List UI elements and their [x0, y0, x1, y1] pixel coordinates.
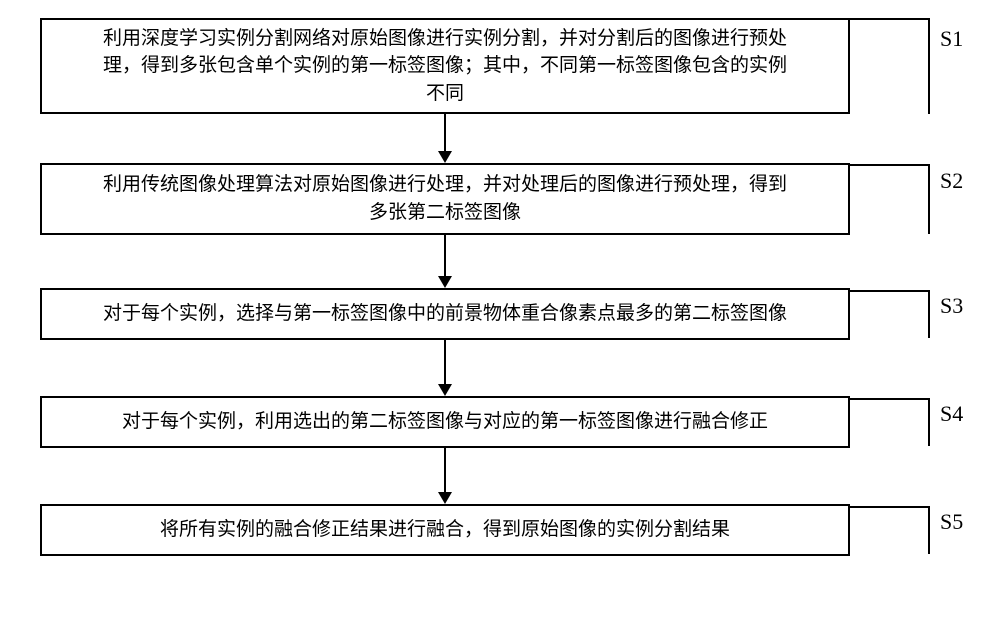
arrow-head-icon [438, 492, 452, 504]
arrow-line [444, 448, 446, 492]
flowchart-canvas: 利用深度学习实例分割网络对原始图像进行实例分割，并对分割后的图像进行预处 理，得… [0, 0, 1000, 625]
step-box-s1: 利用深度学习实例分割网络对原始图像进行实例分割，并对分割后的图像进行预处 理，得… [40, 18, 850, 114]
step-box-s2: 利用传统图像处理算法对原始图像进行处理，并对处理后的图像进行预处理，得到 多张第… [40, 163, 850, 235]
step-text: 不同 [426, 83, 464, 104]
step-box-s3: 对于每个实例，选择与第一标签图像中的前景物体重合像素点最多的第二标签图像 [40, 288, 850, 340]
arrow-line [444, 114, 446, 151]
step-box-s5: 将所有实例的融合修正结果进行融合，得到原始图像的实例分割结果 [40, 504, 850, 556]
arrow-head-icon [438, 276, 452, 288]
step-label-s4: S4 [940, 401, 963, 427]
step-brace-s2 [850, 164, 930, 234]
arrow-line [444, 235, 446, 276]
arrow-head-icon [438, 384, 452, 396]
step-text: 利用传统图像处理算法对原始图像进行处理，并对处理后的图像进行预处理，得到 [103, 174, 787, 195]
step-brace-s5 [850, 506, 930, 554]
step-label-s3: S3 [940, 293, 963, 319]
arrow-line [444, 340, 446, 384]
step-label-s2: S2 [940, 168, 963, 194]
step-brace-s3 [850, 290, 930, 338]
step-label-s5: S5 [940, 509, 963, 535]
step-text: 多张第二标签图像 [369, 202, 521, 223]
step-label-s1: S1 [940, 26, 963, 52]
step-box-s4: 对于每个实例，利用选出的第二标签图像与对应的第一标签图像进行融合修正 [40, 396, 850, 448]
step-text: 对于每个实例，选择与第一标签图像中的前景物体重合像素点最多的第二标签图像 [103, 303, 787, 324]
step-text: 利用深度学习实例分割网络对原始图像进行实例分割，并对分割后的图像进行预处 [103, 28, 787, 49]
arrow-head-icon [438, 151, 452, 163]
step-text: 将所有实例的融合修正结果进行融合，得到原始图像的实例分割结果 [160, 519, 730, 540]
step-text: 理，得到多张包含单个实例的第一标签图像；其中，不同第一标签图像包含的实例 [103, 55, 787, 76]
step-text: 对于每个实例，利用选出的第二标签图像与对应的第一标签图像进行融合修正 [122, 411, 768, 432]
step-brace-s4 [850, 398, 930, 446]
step-brace-s1 [850, 18, 930, 114]
